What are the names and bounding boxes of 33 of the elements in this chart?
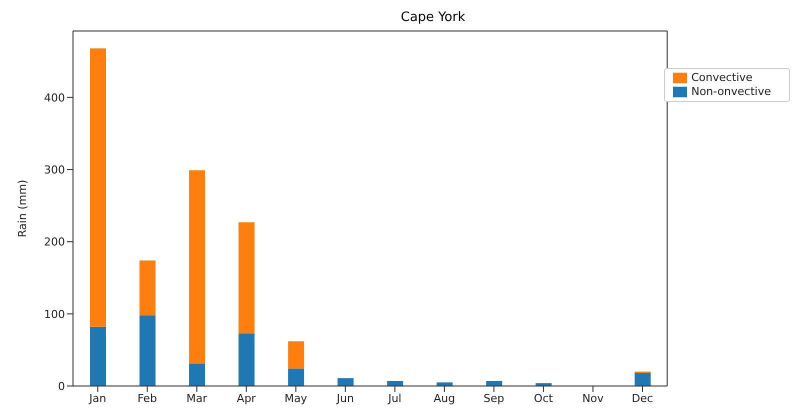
legend-label: Convective [691,71,753,84]
bar [288,341,304,369]
y-tick-label: 100 [44,308,65,321]
x-tick-label: Nov [582,392,604,405]
bar [189,364,206,386]
x-tick-label: Apr [236,392,256,405]
x-tick-label: Sep [484,392,504,405]
x-tick-label: Jan [88,392,106,405]
y-axis-title: Rain (mm) [16,180,29,238]
bar [288,368,304,386]
legend-label: Non-onvective [691,85,771,98]
x-tick-label: Oct [534,392,554,405]
x-tick-label: Jun [336,392,354,405]
bar [90,326,106,386]
x-tick-label: Mar [186,392,208,405]
y-tick-label: 200 [44,236,65,249]
bar [140,315,156,386]
bar [189,170,206,364]
bar [338,378,354,386]
x-tick-label: Feb [138,392,158,405]
chart-title: Cape York [400,9,466,27]
x-tick-label: Dec [632,392,654,405]
y-tick-label: 400 [44,91,65,104]
bar [90,48,106,327]
bar [238,222,255,334]
bar [634,373,651,386]
x-tick-label: Aug [434,392,456,405]
x-tick-label: Jul [387,392,402,405]
bar [238,333,255,386]
y-tick-label: 0 [58,380,65,393]
bar [140,260,156,316]
x-tick-label: May [284,392,308,405]
y-tick-label: 300 [44,163,65,176]
